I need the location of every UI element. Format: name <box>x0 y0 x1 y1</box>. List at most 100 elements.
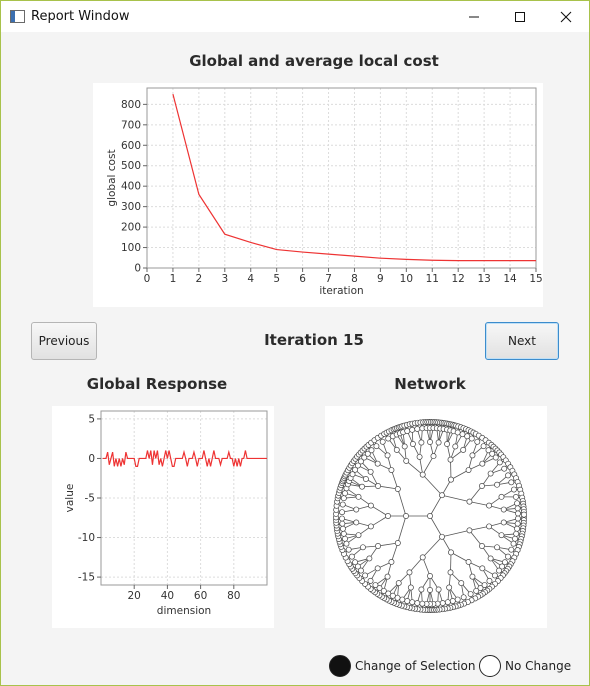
network-node <box>467 528 472 533</box>
network-node <box>341 496 346 501</box>
y-tick-label: -5 <box>85 493 95 505</box>
network-node <box>354 520 359 525</box>
network-node <box>475 439 480 444</box>
network-node <box>394 447 399 452</box>
network-node <box>342 491 347 496</box>
network-node <box>415 426 420 431</box>
network-node <box>515 516 520 521</box>
network-edge <box>469 526 489 530</box>
network-node <box>342 536 347 541</box>
network-node <box>505 473 510 478</box>
network-edge <box>391 543 397 562</box>
window-title: Report Window <box>31 9 129 24</box>
network-node <box>511 487 516 492</box>
network-node <box>375 461 380 466</box>
network-node <box>369 448 374 453</box>
network-edge <box>442 495 469 501</box>
network-node <box>461 447 466 452</box>
network-node <box>486 503 491 508</box>
y-axis-label: global cost <box>106 149 118 206</box>
network-node <box>439 493 444 498</box>
y-tick-label: -15 <box>78 572 95 584</box>
network-node <box>448 457 453 462</box>
network-node <box>512 536 517 541</box>
network-node <box>385 574 390 579</box>
close-button[interactable] <box>543 1 589 32</box>
network-edge <box>469 530 481 546</box>
network-node <box>341 531 346 536</box>
cost-chart: 0 1 2 3 4 5 6 7 8 9 10 11 12 13 14 15010020030040050060… <box>93 83 543 307</box>
network-node <box>466 559 471 564</box>
minimize-button[interactable] <box>451 1 497 32</box>
network-node <box>436 587 441 592</box>
network-node <box>395 486 400 491</box>
x-tick-label: 80 <box>227 590 240 602</box>
network-graph <box>325 406 547 628</box>
network-node <box>408 585 413 590</box>
y-tick-label: 800 <box>121 99 141 111</box>
network-node <box>363 476 368 481</box>
network-edge <box>398 489 406 516</box>
network-edge <box>409 557 422 572</box>
network-node <box>363 573 368 578</box>
network-node <box>436 440 441 445</box>
network-node <box>487 578 492 583</box>
title-bar[interactable]: Report Window <box>1 1 589 32</box>
network-node <box>389 559 394 564</box>
network-node <box>470 574 475 579</box>
x-tick-label: 15 <box>529 273 542 285</box>
network-node <box>513 494 518 499</box>
x-tick-label: 13 <box>477 273 490 285</box>
network-node <box>497 460 502 465</box>
network-node <box>403 513 408 518</box>
network-node <box>340 521 345 526</box>
network-node <box>448 477 453 482</box>
network-node <box>396 580 401 585</box>
network-node <box>467 499 472 504</box>
network-node <box>389 467 394 472</box>
network-node <box>367 556 372 561</box>
network-node <box>353 560 358 565</box>
network-node <box>448 570 453 575</box>
network-edge <box>398 516 406 543</box>
network-node <box>354 507 359 512</box>
y-axis-label: value <box>64 484 76 513</box>
network-node <box>368 524 373 529</box>
x-tick-label: 7 <box>325 273 332 285</box>
maximize-button[interactable] <box>497 1 543 32</box>
network-node <box>339 510 344 515</box>
network-node <box>420 472 425 477</box>
network-node <box>480 566 485 571</box>
network-edge <box>423 557 430 576</box>
network-node <box>479 543 484 548</box>
network-node <box>509 547 514 552</box>
network-edge <box>442 530 469 536</box>
legend-nochange: No Change <box>479 655 571 677</box>
next-button[interactable]: Next <box>485 322 559 360</box>
x-tick-label: 14 <box>503 273 517 285</box>
network-node <box>440 600 445 605</box>
network-node <box>479 483 484 488</box>
network-node <box>410 441 415 446</box>
network-node <box>405 428 410 433</box>
network-node <box>368 469 373 474</box>
network-node <box>461 595 466 600</box>
network-node <box>344 541 349 546</box>
network-node <box>410 600 415 605</box>
network-node <box>453 444 458 449</box>
network-node <box>419 440 424 445</box>
network-node <box>447 585 452 590</box>
x-axis-label: iteration <box>319 285 363 297</box>
network-node <box>450 598 455 603</box>
network-edge <box>469 502 489 506</box>
network-node <box>340 526 345 531</box>
network-node <box>514 526 519 531</box>
network-node <box>481 444 486 449</box>
network-node <box>501 520 506 525</box>
change-legend-dot <box>329 655 351 677</box>
network-node <box>493 455 498 460</box>
y-tick-label: 100 <box>121 242 141 254</box>
previous-button[interactable]: Previous <box>31 322 97 360</box>
y-tick-label: 0 <box>88 453 95 465</box>
